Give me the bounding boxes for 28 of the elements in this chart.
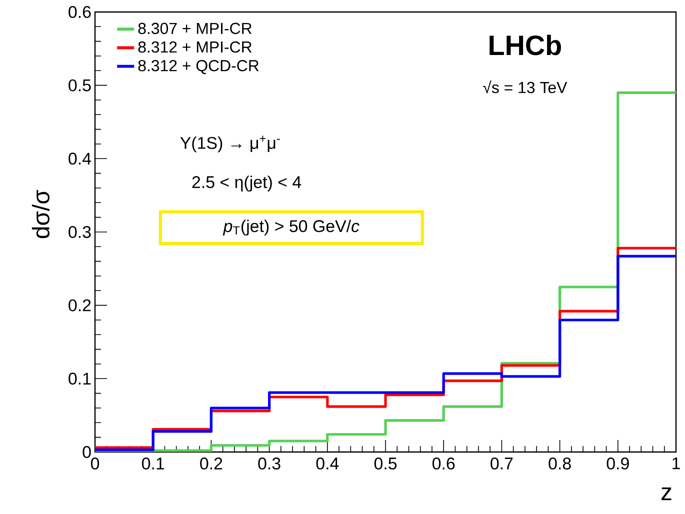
x-tick-label: 0.1 [142,458,164,470]
x-tick-label: 0.4 [316,458,339,470]
legend-label: 8.312 + MPI-CR [138,41,252,53]
annotation: √s = 13 TeV [483,80,568,94]
annotation: p$_{T}$(jet) > 50 GeV/c [222,220,360,236]
x-tick-label: 0.3 [258,458,280,470]
x-tick-label: 0 [90,458,100,470]
x-tick-label: 0.2 [200,458,222,470]
x-tick-label: 0.9 [606,458,629,470]
y-tick-label: 0.6 [68,6,91,18]
x-tick-label: 0.5 [374,458,397,470]
x-tick-label: 0.6 [432,458,455,470]
legend-label: 8.307 + MPI-CR [138,22,252,34]
x-tick-label: 0.7 [490,458,513,470]
x-tick-label: 0.8 [548,458,571,470]
y-tick-label: 0 [82,446,91,458]
y-tick-label: 0.1 [68,372,91,385]
x-axis-title: z [662,488,672,500]
y-axis-title: dσ/σ [32,190,50,238]
annotation: LHCb [490,34,561,56]
y-tick-label: 0.2 [68,299,91,312]
legend-label: 8.312 + QCD-CR [138,60,259,74]
y-tick-label: 0.4 [68,152,91,165]
annotation: Υ(1S) → μ$^{+}$μ$^{-}$ [180,136,280,152]
y-tick-label: 0.3 [68,226,91,238]
annotation: 2.5 < η(jet) < 4 [192,176,302,192]
y-tick-label: 0.5 [68,79,91,92]
x-tick-label: 1 [672,458,680,470]
